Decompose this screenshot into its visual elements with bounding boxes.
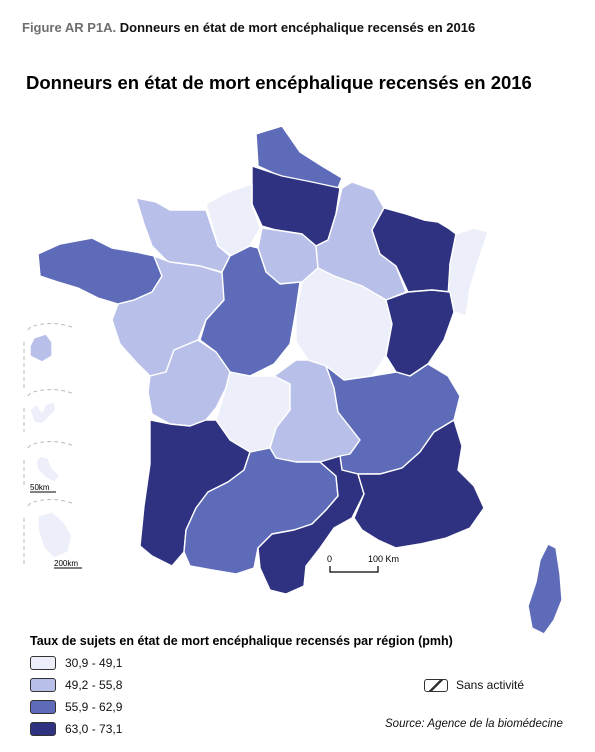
legend-label: 49,2 - 55,8 — [65, 678, 123, 692]
region-bretagne[interactable] — [37, 237, 163, 305]
figure-label: Figure AR P1A. — [22, 20, 117, 35]
legend-item: 63,0 - 73,1 — [30, 718, 122, 740]
figure-caption-text: Donneurs en état de mort encéphalique re… — [116, 20, 476, 35]
legend-swatch — [30, 656, 56, 670]
overseas-inset-martinique: 50km — [23, 441, 75, 493]
scale-bar: 0 100 Km — [327, 554, 399, 573]
region-franche-comte[interactable] — [385, 289, 455, 377]
legend-item: 30,9 - 49,1 — [30, 652, 122, 674]
scale-distance-label: 100 Km — [368, 554, 399, 564]
legend-swatch — [30, 700, 56, 714]
legend-label: 63,0 - 73,1 — [65, 722, 123, 736]
overseas-inset-guyane: 200km — [23, 499, 82, 569]
region-corse[interactable] — [527, 543, 563, 635]
legend-swatch — [30, 678, 56, 692]
legend: 30,9 - 49,1 49,2 - 55,8 55,9 - 62,9 63,0… — [30, 652, 122, 740]
map-title: Donneurs en état de mort encéphalique re… — [26, 72, 532, 93]
region-reunion[interactable] — [29, 333, 53, 363]
legend-label: 55,9 - 62,9 — [65, 700, 123, 714]
no-activity-label: Sans activité — [456, 678, 525, 692]
legend-title: Taux de sujets en état de mort encéphali… — [30, 634, 453, 648]
legend-item: 49,2 - 55,8 — [30, 674, 122, 696]
hatched-swatch — [424, 678, 448, 692]
region-poitou-charentes[interactable] — [147, 339, 231, 427]
legend-item: 55,9 - 62,9 — [30, 696, 122, 718]
scale-zero-label: 0 — [327, 554, 332, 564]
source-note: Source: Agence de la biomédecine — [385, 718, 563, 730]
region-alsace[interactable] — [447, 227, 489, 317]
region-guadeloupe[interactable] — [29, 401, 57, 425]
overseas-inset-guadeloupe — [23, 389, 75, 432]
legend-label: 30,9 - 49,1 — [65, 656, 123, 670]
inset-scale-label-a: 50km — [30, 483, 50, 492]
overseas-inset-reunion — [23, 323, 75, 388]
region-bourgogne[interactable] — [295, 267, 393, 381]
no-activity-legend: Sans activité — [424, 678, 524, 692]
region-guyane[interactable] — [37, 511, 73, 559]
region-centre[interactable] — [199, 245, 301, 377]
figure-caption: Figure AR P1A. Donneurs en état de mort … — [22, 20, 475, 35]
region-martinique[interactable] — [35, 455, 61, 483]
legend-swatch — [30, 722, 56, 736]
inset-scale-label-b: 200km — [54, 559, 78, 568]
region-paca[interactable] — [353, 419, 485, 549]
